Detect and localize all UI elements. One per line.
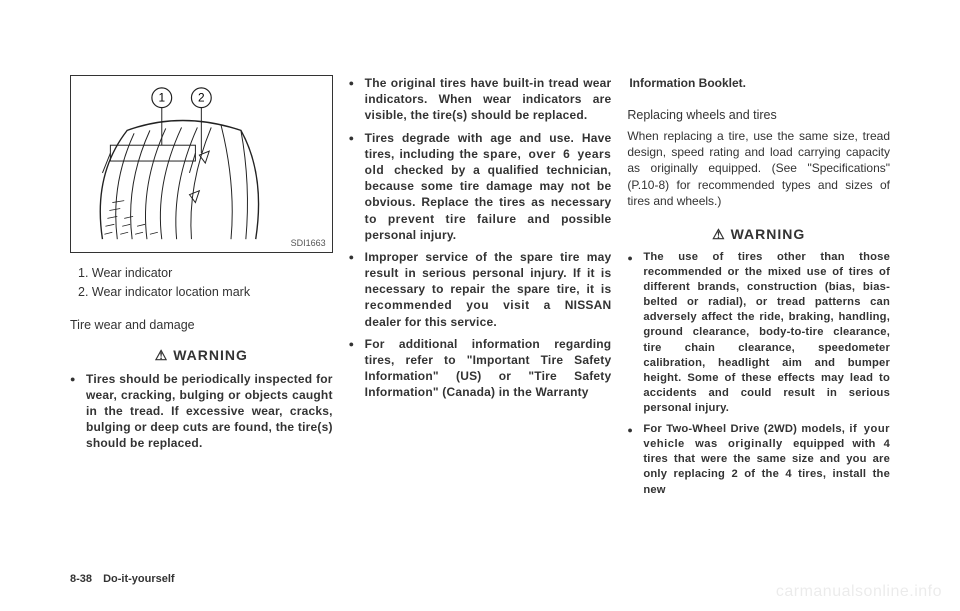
warning-list-2: The original tires have built-in tread w…	[349, 75, 612, 407]
warning3-bullet2: For Two-Wheel Drive (2WD) models, if you…	[627, 422, 890, 498]
legend-item-1: 1. Wear indicator	[78, 265, 333, 282]
warning2-bullet4: For additional information regarding tir…	[349, 336, 612, 401]
column-3: Information Booklet. Replacing wheels an…	[627, 75, 890, 555]
warning-heading-2: WARNING	[627, 225, 890, 244]
replacing-paragraph: When replacing a tire, use the same size…	[627, 128, 890, 209]
svg-text:2: 2	[198, 91, 205, 105]
warning2-bullet2: Tires degrade with age and use. Have tir…	[349, 130, 612, 243]
warning1-bullet1: Tires should be periodically inspected f…	[70, 371, 333, 452]
warning2-bullet3: Improper service of the spare tire may r…	[349, 249, 612, 330]
warning-heading-1: WARNING	[70, 346, 333, 365]
section-name: Do-it-yourself	[103, 573, 175, 585]
page-number: 8-38	[70, 573, 92, 585]
warranty-continuation: Information Booklet.	[627, 75, 890, 93]
warning3-bullet1: The use of tires other than those recomm…	[627, 250, 890, 416]
tire-figure: 1 2	[70, 75, 333, 253]
warning2-bullet1: The original tires have built-in tread w…	[349, 75, 612, 124]
svg-text:1: 1	[158, 91, 165, 105]
figure-code: SDI1663	[291, 237, 326, 249]
page-footer: 8-38 Do-it-yourself	[70, 573, 175, 585]
tire-wear-subhead: Tire wear and damage	[70, 317, 333, 334]
warning-list-3: The use of tires other than those recomm…	[627, 250, 890, 504]
column-2: The original tires have built-in tread w…	[349, 75, 612, 555]
warning-list-1: Tires should be periodically inspected f…	[70, 371, 333, 458]
replacing-subtitle: Replacing wheels and tires	[627, 107, 890, 124]
tire-diagram-svg: 1 2	[71, 76, 332, 252]
page-content: 1 2	[70, 75, 890, 555]
legend-item-2: 2. Wear indicator location mark	[78, 284, 333, 301]
watermark: carmanualsonline.info	[776, 583, 942, 601]
figure-legend: 1. Wear indicator 2. Wear indicator loca…	[78, 263, 333, 303]
column-1: 1 2	[70, 75, 333, 555]
